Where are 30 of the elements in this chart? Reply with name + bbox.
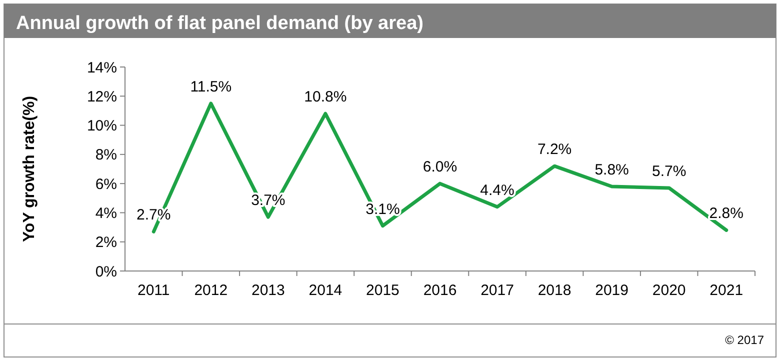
y-tick-label: 0%: [95, 263, 117, 280]
text: 5.7%: [652, 162, 686, 180]
y-tick-label: 12%: [86, 88, 117, 106]
y-tick-label: 10%: [86, 118, 117, 135]
x-tick-label: 2016: [423, 282, 457, 299]
y-tick-label: 14%: [86, 59, 117, 76]
text: 11.5%: [190, 78, 232, 96]
text: 4.4%: [480, 182, 514, 199]
text: © 2017: [725, 333, 764, 347]
x-tick-label: 2011: [138, 282, 170, 299]
text: 10.8%: [304, 88, 347, 106]
chart-title: Annual growth of flat panel demand (by area): [16, 13, 424, 34]
text: 2.8%: [709, 205, 744, 222]
y-tick-label: 2%: [95, 234, 117, 252]
y-tick-label: 6%: [95, 176, 117, 193]
x-tick-label: 2020: [652, 282, 686, 299]
y-axis-title: YoY growth rate(%): [21, 96, 38, 242]
text: 5.8%: [594, 161, 629, 178]
x-tick-label: 2019: [595, 282, 629, 299]
x-tick-label: 2015: [366, 282, 400, 299]
y-tick-label: 4%: [95, 204, 117, 222]
text: 6.0%: [422, 158, 458, 176]
x-tick-label: 2013: [251, 282, 285, 299]
x-tick-label: 2012: [194, 282, 228, 299]
x-tick-label: 2021: [710, 282, 744, 299]
text: 7.2%: [537, 141, 572, 158]
y-tick-label: 8%: [95, 146, 117, 164]
x-tick-label: 2014: [308, 282, 342, 299]
x-tick-label: 2018: [538, 282, 572, 299]
x-tick-label: 2017: [480, 282, 514, 299]
